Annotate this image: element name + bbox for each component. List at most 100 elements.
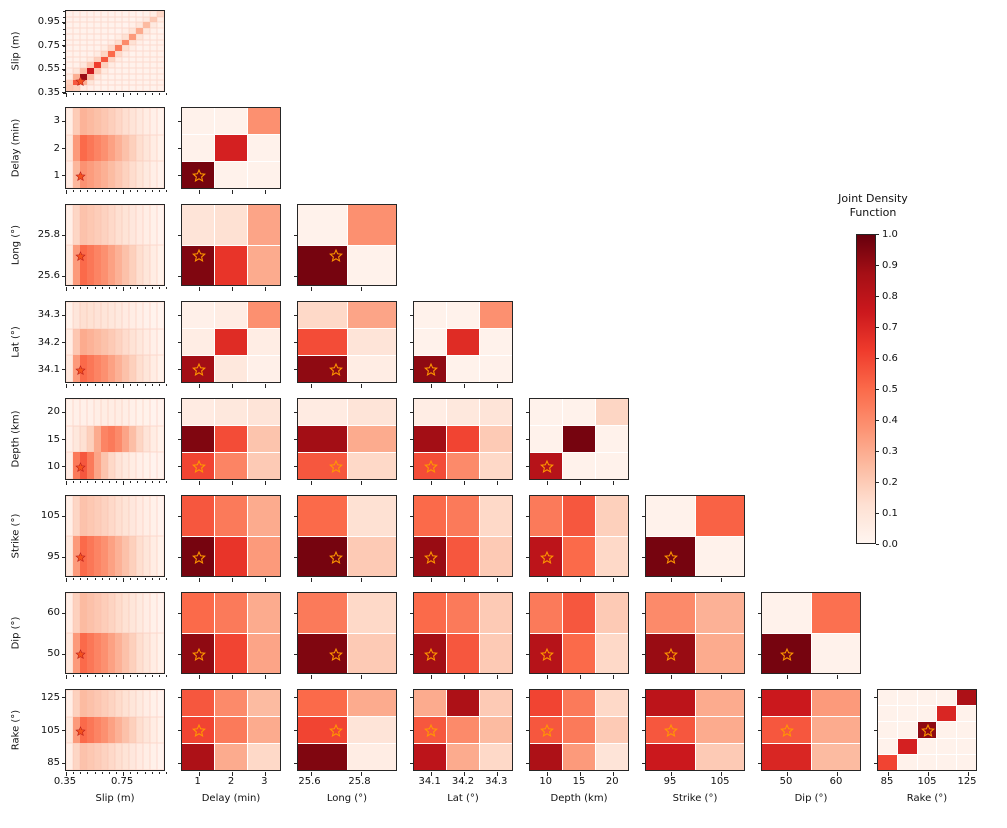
heatmap-cell [596,399,628,425]
heatmap-cell [94,690,101,717]
heatmap-cell [94,134,101,162]
heatmap-cell [115,399,122,426]
heatmap-cell [530,453,562,479]
heatmap-cell [347,744,396,770]
y-tick-mark [294,515,298,517]
true-value-star-icon [780,647,794,661]
heatmap-cell [157,536,164,576]
y-tick-mark [410,369,414,371]
heatmap-cell [122,33,129,40]
heatmap-cell [87,62,94,69]
heatmap-grid [182,593,280,673]
heatmap-cell [115,108,122,135]
x-tick-mark [497,772,499,776]
heatmap-cell [108,593,115,633]
y-tick-mark [178,697,182,699]
x-minor-tick-mark [116,287,117,289]
heatmap-cell [136,161,143,188]
colorbar-tick-mark [876,388,879,390]
x-tick-label: 50 [779,776,793,787]
x-tick-mark [360,384,362,388]
heatmap-cell [530,717,562,743]
heatmap-cell [917,690,937,706]
x-tick-mark [671,675,672,679]
heatmap-cell [298,426,347,452]
colorbar-tick-mark [876,481,879,483]
heatmap-cell [73,85,80,91]
heatmap-cell [298,329,347,355]
x-tick-mark [430,481,432,485]
heatmap-cell [136,134,143,162]
heatmap-cell [157,79,164,86]
true-value-star-icon [75,552,86,562]
y-tick-mark [526,730,530,731]
heatmap-cell [101,28,108,34]
x-tick-mark [968,772,969,776]
x-minor-tick-mark [66,287,67,289]
x-minor-tick-mark [87,675,89,677]
y-tick-mark [62,612,66,614]
panel-lat-vs-long [294,301,397,388]
colorbar-title-line2: Function [849,206,897,219]
x-tick-mark [464,384,465,388]
x-tick-mark [613,481,615,485]
y-tick-mark [178,556,182,558]
x-minor-tick-mark [73,190,75,192]
heatmap-cell [66,16,73,23]
heatmap-cell [136,536,143,576]
heatmap-cell [94,56,101,63]
heatmap-cell [94,45,101,51]
x-minor-tick-mark [116,772,117,774]
heatmap-cell [136,108,143,135]
y-tick-mark [526,515,530,517]
heatmap-cell [136,593,143,633]
heatmap-cell [157,16,164,23]
y-tick-mark [178,342,182,343]
y-tick-mark [526,697,530,699]
x-minor-tick-mark [101,287,103,289]
y-axis-label-depth: Depth (km) [10,410,22,468]
heatmap-cell [143,56,150,63]
x-minor-tick-mark [87,772,89,774]
x-tick-mark [123,481,125,485]
colorbar-tick-mark [876,295,879,297]
heatmap-cell [182,633,214,673]
heatmap-cell [115,28,122,34]
heatmap-cell [101,536,108,576]
heatmap-cell [248,205,280,245]
heatmap-cell [596,593,628,633]
heatmap-cell [87,161,94,188]
heatmap-cell [66,743,73,770]
x-tick-label: 20 [605,776,619,787]
panel-strike-vs-slip [62,495,167,582]
heatmap-cell [347,633,396,673]
true-value-star-icon [75,75,86,86]
x-minor-tick-mark [108,675,110,677]
x-minor-tick-mark [108,481,110,483]
heatmap-cell [150,496,157,536]
x-tick-mark [464,481,465,485]
colorbar-tick-label: 0.8 [882,290,898,302]
x-minor-tick-mark [101,190,103,192]
heatmap-cell [298,536,347,576]
heatmap-cell [115,690,122,717]
heatmap-cell [596,717,628,743]
true-value-star-icon [423,550,438,564]
y-tick-mark [62,515,66,517]
heatmap-cell [108,161,115,188]
y-tick-mark [294,466,298,468]
heatmap-grid [298,496,396,576]
true-value-star-icon [75,461,86,472]
y-tick-label: 125 [40,691,60,703]
heatmap-cell [66,68,73,74]
heatmap-cell [108,108,115,135]
heatmap-cell [157,302,164,329]
heatmap-cell [73,16,80,23]
heatmap-cell [66,56,73,63]
heatmap-cell [695,593,744,633]
x-minor-tick-mark [158,190,160,192]
x-tick-mark [198,772,200,776]
x-minor-tick-mark [123,675,125,677]
heatmap-grid [66,690,164,770]
panel-dip-vs-lat [410,592,513,679]
